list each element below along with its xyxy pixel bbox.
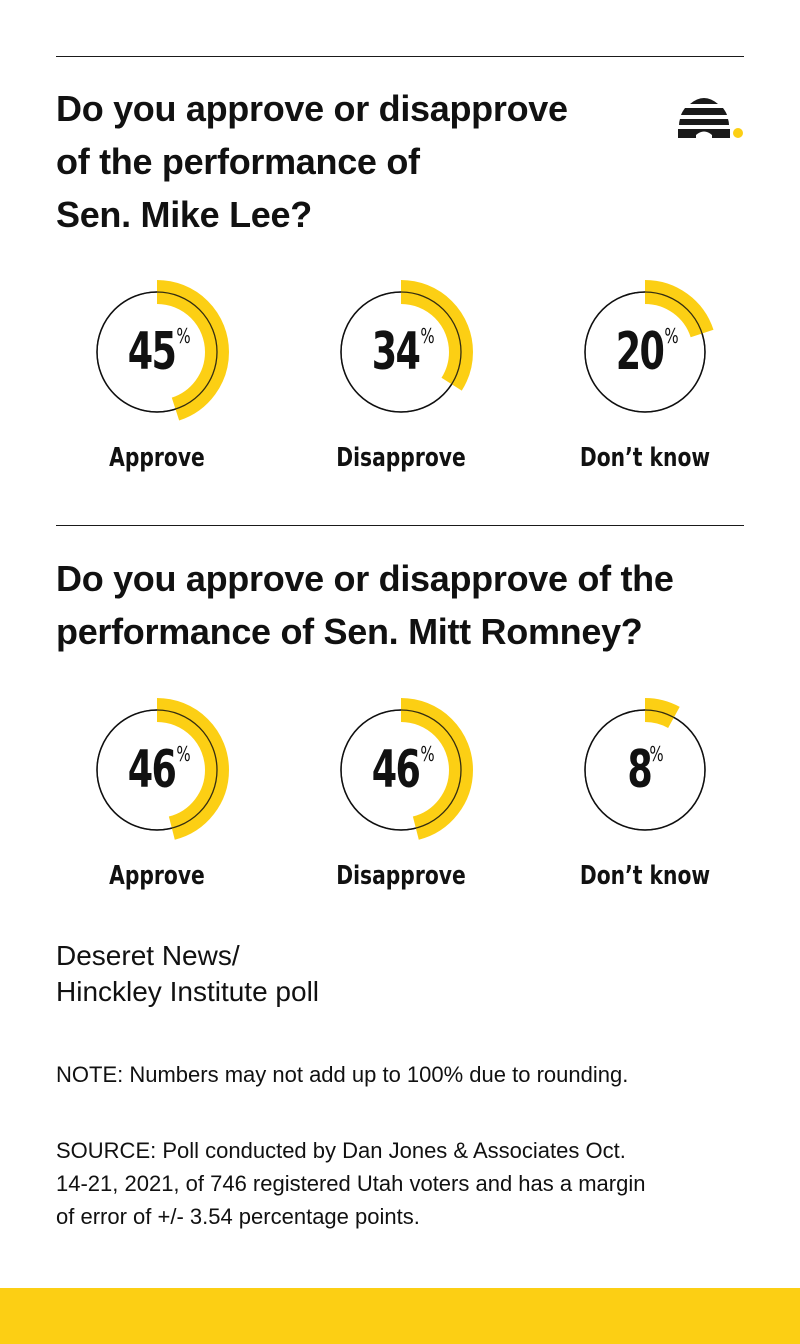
percent-value: 34: [371, 322, 421, 382]
methodology-source: SOURCE: Poll conducted by Dan Jones & As…: [56, 1134, 756, 1233]
ring-chart: [85, 280, 229, 424]
top-divider: [56, 56, 744, 57]
label-dont-know: Don’t know: [579, 861, 711, 891]
label-disapprove: Disapprove: [336, 861, 466, 891]
ring-chart: [329, 280, 473, 424]
percent-value: 46: [371, 740, 421, 800]
gauge-romney-dont-know: 8%: [565, 690, 725, 850]
label-approve: Approve: [109, 861, 205, 891]
label-dont-know: Don’t know: [579, 443, 711, 473]
source-line: 14-21, 2021, of 746 registered Utah vote…: [56, 1171, 646, 1196]
source-name-line: Hinckley Institute poll: [56, 976, 320, 1007]
gauge-lee-disapprove: 34%: [321, 272, 481, 432]
gauge-lee-dont-know: 20%: [565, 272, 725, 432]
question-line: Do you approve or disapprove of the: [56, 558, 674, 599]
beehive-icon: [678, 98, 743, 138]
gauge-lee-approve: 45%: [77, 272, 237, 432]
percent-sign: %: [420, 324, 435, 348]
label-disapprove: Disapprove: [336, 443, 466, 473]
ring-chart: [85, 698, 229, 842]
question-line: performance of Sen. Mitt Romney?: [56, 611, 643, 652]
label-approve: Approve: [109, 443, 205, 473]
gauge-romney-disapprove: 46%: [321, 690, 481, 850]
question-line: Do you approve or disapprove: [56, 88, 568, 129]
percent-sign: %: [176, 742, 191, 766]
ring-chart: [573, 698, 717, 842]
percent-value: 45: [127, 322, 177, 382]
question-mike-lee: Do you approve or disapprove of the perf…: [56, 82, 568, 241]
rounding-note: NOTE: Numbers may not add up to 100% due…: [56, 1062, 629, 1087]
percent-sign: %: [176, 324, 191, 348]
question-line: of the performance of: [56, 141, 420, 182]
section-divider: [56, 525, 744, 526]
footer-accent-bar: [0, 1288, 800, 1344]
percent-sign: %: [664, 324, 679, 348]
percent-sign: %: [649, 742, 664, 766]
ring-chart: [573, 280, 717, 424]
poll-source-name: Deseret News/ Hinckley Institute poll: [56, 938, 319, 1010]
percent-sign: %: [420, 742, 435, 766]
ring-chart: [329, 698, 473, 842]
percent-value: 46: [127, 740, 177, 800]
percent-value: 20: [615, 322, 665, 382]
gauge-romney-approve: 46%: [77, 690, 237, 850]
source-name-line: Deseret News/: [56, 940, 240, 971]
source-line: of error of +/- 3.54 percentage points.: [56, 1204, 420, 1229]
source-line: SOURCE: Poll conducted by Dan Jones & As…: [56, 1138, 626, 1163]
question-line: Sen. Mike Lee?: [56, 194, 312, 235]
question-mitt-romney: Do you approve or disapprove of the perf…: [56, 552, 674, 658]
percent-value: 8: [627, 740, 653, 800]
